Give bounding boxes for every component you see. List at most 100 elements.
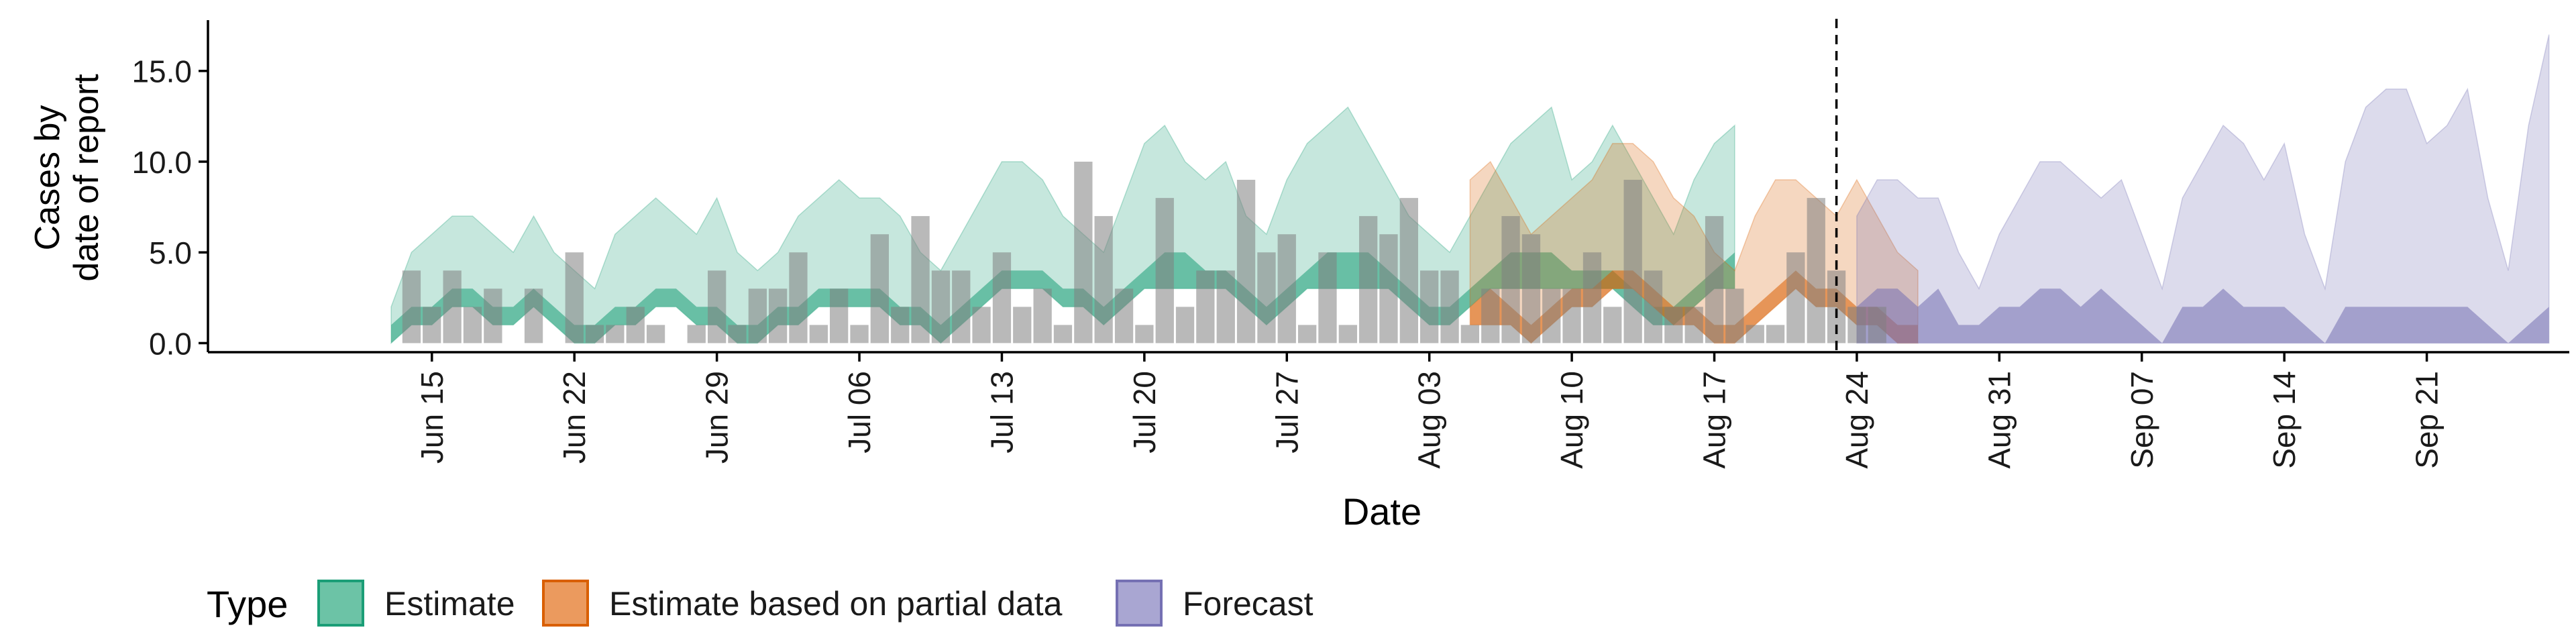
legend-label-estimate: Estimate (384, 585, 515, 623)
reported-case-bar (1277, 234, 1296, 343)
x-tick-label: Jul 13 (984, 371, 1019, 453)
reported-case-bar (585, 325, 604, 343)
reported-case-bar (1868, 307, 1886, 343)
reported-case-bar (1644, 270, 1663, 343)
axis-titles: Cases by date of report Date (28, 74, 1421, 533)
x-tick-label: Jul 06 (842, 371, 877, 453)
reported-case-bar (992, 252, 1012, 343)
reported-case-bar (728, 325, 747, 343)
reported-case-bar (1684, 307, 1703, 343)
legend-key-forecast (1116, 580, 1163, 627)
y-tick-label: 5.0 (149, 235, 192, 270)
reported-case-bar (1094, 216, 1113, 343)
legend-title: Type (207, 583, 288, 625)
reported-case-bar (1175, 307, 1195, 343)
reported-case-bar (1216, 270, 1235, 343)
x-tick-label: Aug 31 (1982, 371, 2017, 469)
reported-case-bar (1705, 216, 1724, 343)
reported-case-bar (952, 270, 971, 343)
reported-case-bar (809, 325, 828, 343)
reported-case-bars (402, 162, 1886, 343)
reported-case-bar (931, 270, 951, 343)
reported-case-bar (850, 325, 869, 343)
reported-case-bar (626, 307, 645, 343)
reported-case-bar (1603, 307, 1622, 343)
reported-case-bar (769, 288, 788, 343)
x-axis-ticks: Jun 15 Jun 22 Jun 29 Jul 06 Jul 13 Jul 20 Jul … (415, 352, 2445, 469)
legend: Type Estimate Estimate based on partial d… (207, 580, 1313, 627)
x-tick-label: Jun 22 (557, 371, 592, 464)
reported-case-bar (1338, 325, 1357, 343)
reported-case-bar (524, 288, 543, 343)
reported-case-bar (789, 252, 808, 343)
reported-case-bar (1257, 252, 1276, 343)
reported-case-bar (1623, 180, 1642, 343)
reported-case-bar (1318, 252, 1337, 343)
reported-case-bar (565, 252, 584, 343)
y-axis-title-line-2: date of report (67, 74, 106, 282)
reported-case-bar (1236, 180, 1256, 343)
x-tick-label: Sep 21 (2410, 371, 2445, 469)
reported-case-bar (463, 307, 482, 343)
reported-case-bar (1501, 216, 1520, 343)
reported-case-bar (830, 288, 849, 343)
reported-case-bar (1481, 288, 1500, 343)
reported-case-bar (1807, 198, 1825, 343)
x-tick-label: Jul 27 (1269, 371, 1304, 453)
reported-case-bar (423, 307, 441, 343)
reported-case-bar (1766, 325, 1785, 343)
reported-case-bar (1420, 270, 1439, 343)
reported-case-bar (1746, 325, 1764, 343)
reported-case-bar (1033, 288, 1052, 343)
forecast-outer-band (1856, 34, 2550, 344)
x-tick-label: Jun 29 (700, 371, 735, 464)
reported-case-bar (1664, 307, 1683, 343)
y-tick-label: 15.0 (131, 54, 192, 89)
reported-case-bar (1379, 234, 1398, 343)
reported-case-bar (1013, 307, 1032, 343)
y-axis-ticks: 0.0 5.0 10.0 15.0 (131, 54, 208, 361)
legend-label-estimate-based-on-partial-data: Estimate based on partial data (609, 585, 1063, 623)
legend-key-estimate (317, 580, 364, 627)
reported-case-bar (1135, 325, 1154, 343)
x-tick-label: Aug 03 (1412, 371, 1447, 469)
y-axis-title-line-1: Cases by (28, 105, 67, 251)
legend-label-forecast: Forecast (1183, 585, 1313, 623)
reported-case-bar (1053, 325, 1073, 343)
reported-case-bar (1521, 234, 1541, 343)
reported-case-bar (1298, 325, 1317, 343)
reported-case-bar (1786, 252, 1805, 343)
reported-case-bar (1074, 162, 1093, 343)
reported-case-bar (1196, 270, 1215, 343)
y-tick-label: 10.0 (131, 145, 192, 180)
y-tick-label: 0.0 (149, 326, 192, 361)
reported-case-bar (1359, 216, 1378, 343)
reported-case-bar (1155, 198, 1174, 343)
reported-case-bar (1440, 270, 1459, 343)
reported-case-bar (1399, 198, 1418, 343)
reported-case-bar (1460, 325, 1479, 343)
x-tick-label: Aug 10 (1554, 371, 1589, 469)
reported-case-bar (891, 307, 910, 343)
reported-case-bar (1725, 288, 1744, 343)
reported-case-bar (606, 325, 625, 343)
x-tick-label: Sep 14 (2267, 371, 2302, 469)
x-axis-title: Date (1342, 490, 1421, 533)
reported-case-bar (972, 307, 991, 343)
x-tick-label: Aug 17 (1697, 371, 1732, 469)
reported-case-bar (484, 288, 502, 343)
estimate-inner-band (391, 252, 1735, 343)
reported-case-bar (443, 270, 462, 343)
reported-case-bar (708, 270, 727, 343)
reported-case-bar (402, 270, 421, 343)
reported-case-bar (1562, 288, 1581, 343)
forecast-inner-band (1856, 288, 2549, 343)
x-tick-label: Aug 24 (1839, 371, 1874, 469)
reported-case-bar (911, 216, 930, 343)
x-tick-label: Jul 20 (1127, 371, 1162, 453)
reported-case-bar (748, 288, 767, 343)
x-tick-label: Sep 07 (2125, 371, 2159, 469)
reported-case-bar (1542, 288, 1561, 343)
reported-case-bar (687, 325, 706, 343)
